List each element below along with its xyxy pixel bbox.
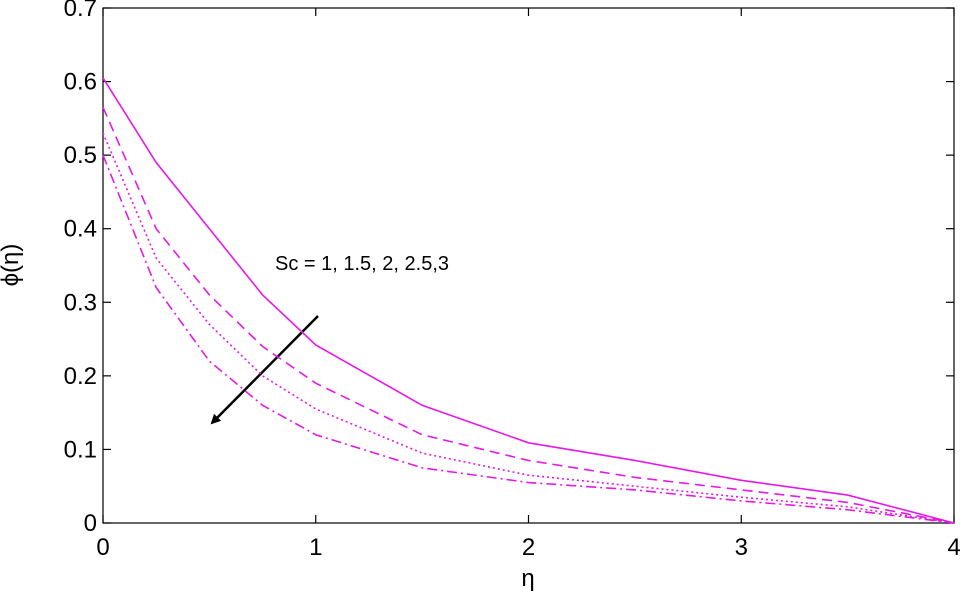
line-series bbox=[102, 154, 955, 524]
y-tick-label: 0.4 bbox=[64, 216, 97, 243]
y-tick-label: 0.6 bbox=[64, 69, 97, 96]
annotation-arrow bbox=[210, 315, 319, 425]
y-tick-label: 0.2 bbox=[64, 363, 97, 390]
y-axis-label: ϕ(η) bbox=[0, 244, 24, 287]
y-tick-label: 0 bbox=[84, 510, 97, 537]
y-tick-label: 0.5 bbox=[64, 142, 97, 169]
line-series bbox=[102, 77, 955, 524]
plot-frame bbox=[102, 7, 955, 524]
y-tick-label: 0.7 bbox=[64, 0, 97, 22]
x-tick-label: 0 bbox=[96, 534, 109, 561]
y-tick-label: 0.3 bbox=[64, 289, 97, 316]
x-tick-label: 2 bbox=[522, 534, 535, 561]
x-tick-label: 4 bbox=[947, 534, 960, 561]
y-tick-label: 0.1 bbox=[64, 436, 97, 463]
x-axis-label: η bbox=[521, 565, 534, 592]
x-tick-label: 1 bbox=[309, 534, 322, 561]
x-tick-label: 3 bbox=[735, 534, 748, 561]
line-series bbox=[102, 106, 955, 524]
line-series bbox=[102, 132, 955, 524]
annotation: Sc = 1, 1.5, 2, 2.5,3 bbox=[275, 253, 449, 275]
